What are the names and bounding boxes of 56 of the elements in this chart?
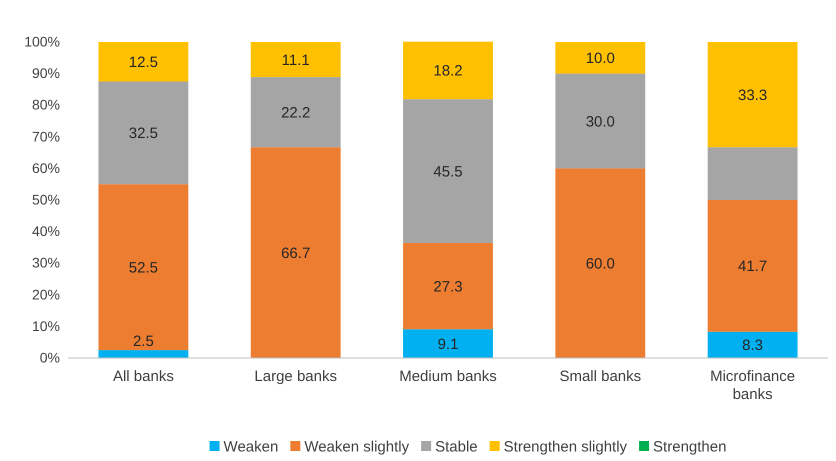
data-label: 60.0 xyxy=(586,255,615,272)
y-tick-label: 40% xyxy=(32,223,60,240)
y-tick-label: 60% xyxy=(32,160,60,176)
data-label: 18.2 xyxy=(433,62,463,80)
bar xyxy=(403,242,493,330)
bar xyxy=(98,350,188,358)
data-label: 30.0 xyxy=(586,113,615,130)
bar xyxy=(403,99,493,243)
data-label: 22.2 xyxy=(281,104,310,122)
y-tick-label: 70% xyxy=(32,128,60,144)
x-tick-label: Large banks xyxy=(254,368,337,385)
y-tick-label: 90% xyxy=(32,65,60,82)
bar xyxy=(555,42,646,74)
data-label: 45.5 xyxy=(433,163,463,180)
y-tick-label: 80% xyxy=(32,96,60,113)
legend-label: Stable xyxy=(435,438,478,456)
legend-label: Strengthen xyxy=(653,438,726,456)
y-tick-label: 0% xyxy=(40,349,60,366)
y-tick-label: 50% xyxy=(32,191,60,208)
data-label: 11.1 xyxy=(282,52,310,69)
data-label: 27.3 xyxy=(433,278,463,296)
bar xyxy=(98,82,188,184)
bar xyxy=(708,200,798,332)
bar xyxy=(250,77,341,148)
data-label: 2.5 xyxy=(132,333,154,350)
data-label: 12.5 xyxy=(128,54,158,71)
x-tick-label: Small banks xyxy=(559,368,642,385)
legend-label: Strengthen slightly xyxy=(504,438,628,456)
bar xyxy=(250,147,341,358)
legend-label: Weaken xyxy=(224,438,278,456)
data-label: 32.5 xyxy=(128,125,158,142)
legend-label: Weaken slightly xyxy=(304,438,410,456)
bar xyxy=(250,42,341,78)
x-tick-label: Microfinance banks xyxy=(710,368,796,403)
data-label: 9.1 xyxy=(438,336,458,353)
y-tick-label: 20% xyxy=(32,286,60,302)
y-tick-label: 100% xyxy=(24,33,60,50)
bar xyxy=(403,42,493,100)
data-label: 66.7 xyxy=(281,244,310,262)
bar xyxy=(98,184,188,350)
y-tick-label: 10% xyxy=(32,318,60,334)
bar xyxy=(555,168,646,358)
bar xyxy=(708,332,798,358)
bar xyxy=(708,42,798,148)
x-tick-label: All banks xyxy=(112,368,174,385)
data-label: 8.3 xyxy=(742,337,764,354)
bar xyxy=(555,74,646,168)
y-tick-label: 30% xyxy=(32,254,60,271)
data-label: 10.0 xyxy=(586,50,615,68)
data-label: 41.7 xyxy=(738,258,768,276)
data-label: 33.3 xyxy=(738,86,768,104)
bar xyxy=(403,329,493,358)
bar xyxy=(98,42,188,82)
bar xyxy=(708,147,798,200)
x-tick-label: Medium banks xyxy=(399,368,497,385)
data-label: 52.5 xyxy=(128,259,158,276)
